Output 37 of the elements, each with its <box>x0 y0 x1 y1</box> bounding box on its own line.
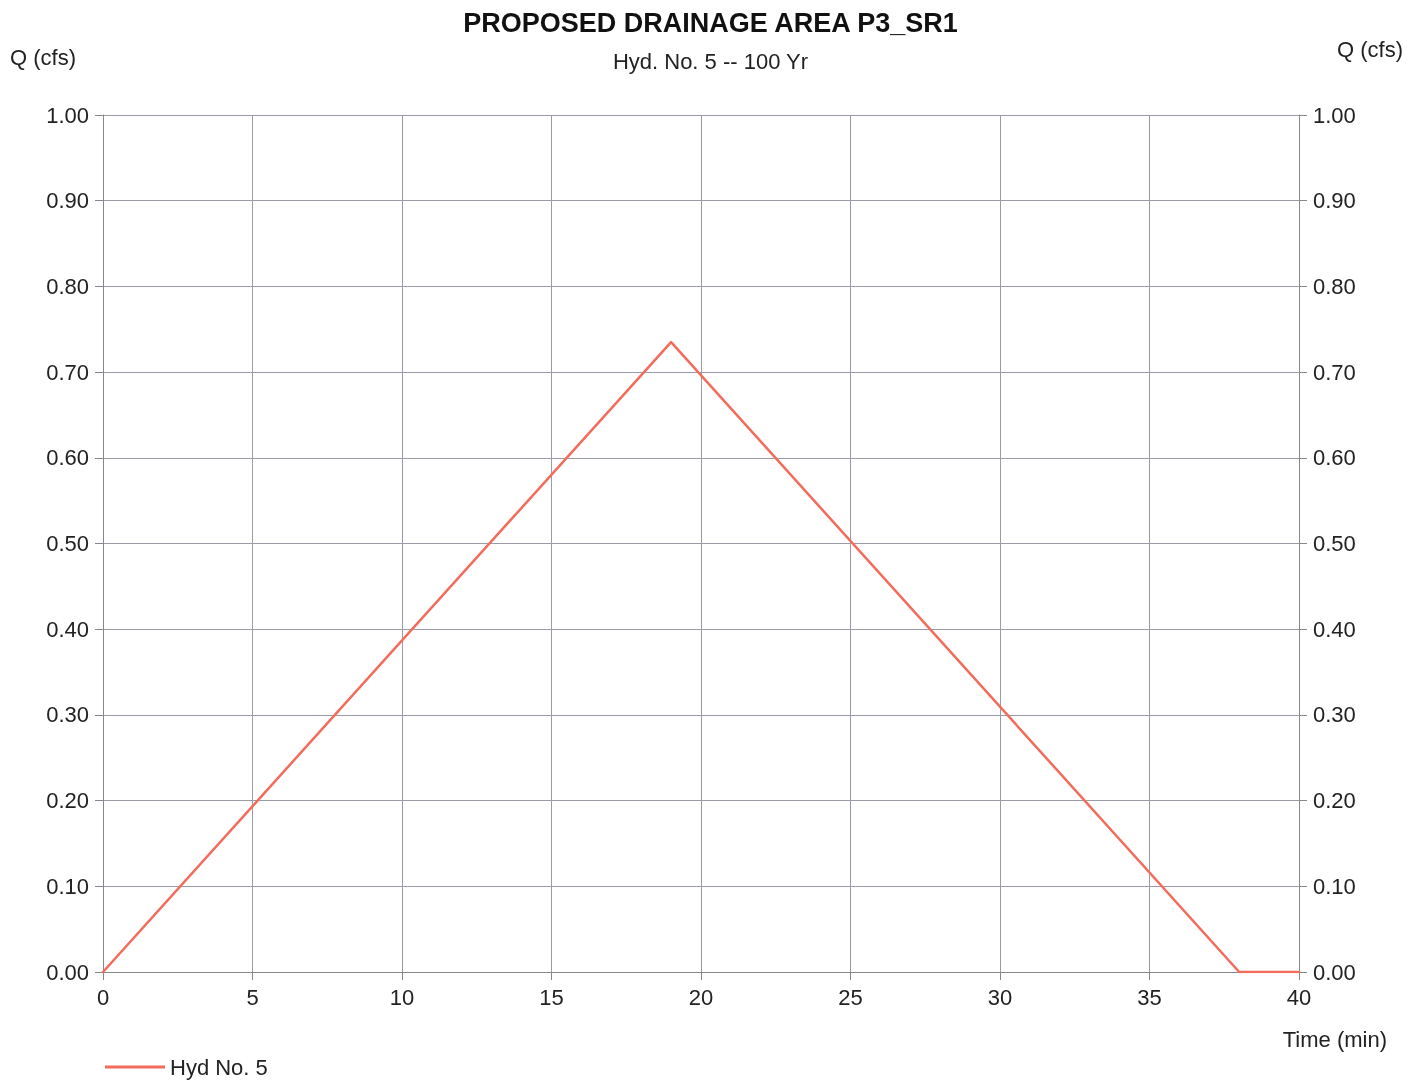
x-tick-label: 40 <box>1286 984 1312 1010</box>
y2-tick-label: 0.10 <box>1313 873 1356 899</box>
x-tick-label: 30 <box>987 984 1013 1010</box>
y-tick-label: 0.30 <box>46 702 89 728</box>
y-tick-label: 0.50 <box>46 531 89 556</box>
y2-tick-label: 0.50 <box>1313 531 1356 556</box>
y2-tick-label: 1.00 <box>1313 102 1356 128</box>
y2-tick-label: 0.90 <box>1313 188 1356 214</box>
x-tick-label: 20 <box>688 984 714 1010</box>
y2-tick-label: 0.60 <box>1313 445 1356 471</box>
y-tick-label: 0.40 <box>46 616 89 642</box>
y2-tick-label: 0.00 <box>1313 959 1356 985</box>
y2-tick-label: 0.20 <box>1313 788 1356 814</box>
chart-subtitle: Hyd. No. 5 -- 100 Yr <box>612 48 809 74</box>
x-tick-label: 0 <box>96 984 110 1010</box>
y-tick-label: 1.00 <box>46 102 89 128</box>
legend-label: Hyd No. 5 <box>170 1054 268 1080</box>
x-tick-label: 15 <box>539 984 564 1010</box>
x-tick-label: 10 <box>389 984 415 1010</box>
y-tick-label: 0.90 <box>46 188 89 214</box>
y-axis-title: Q (cfs) <box>10 44 76 70</box>
x-tick-label: 5 <box>246 984 259 1010</box>
y-tick-label: 0.80 <box>46 273 89 299</box>
x-tick-label: 35 <box>1137 984 1162 1010</box>
x-tick-label: 25 <box>838 984 863 1010</box>
y-tick-label: 0.20 <box>46 788 89 814</box>
y-tick-label: 0.00 <box>46 959 89 985</box>
y-tick-label: 0.70 <box>46 359 89 385</box>
y-tick-label: 0.60 <box>46 445 89 471</box>
y2-tick-label: 0.70 <box>1313 359 1356 385</box>
chart-title: PROPOSED DRAINAGE AREA P3_SR1 <box>463 7 958 38</box>
y-tick-label: 0.10 <box>46 873 89 899</box>
x-axis-title: Time (min) <box>1282 1026 1388 1052</box>
y2-tick-label: 0.30 <box>1313 702 1356 728</box>
y2-tick-label: 0.80 <box>1313 273 1356 299</box>
y2-tick-label: 0.40 <box>1313 616 1356 642</box>
y2-axis-title: Q (cfs) <box>1337 36 1404 62</box>
